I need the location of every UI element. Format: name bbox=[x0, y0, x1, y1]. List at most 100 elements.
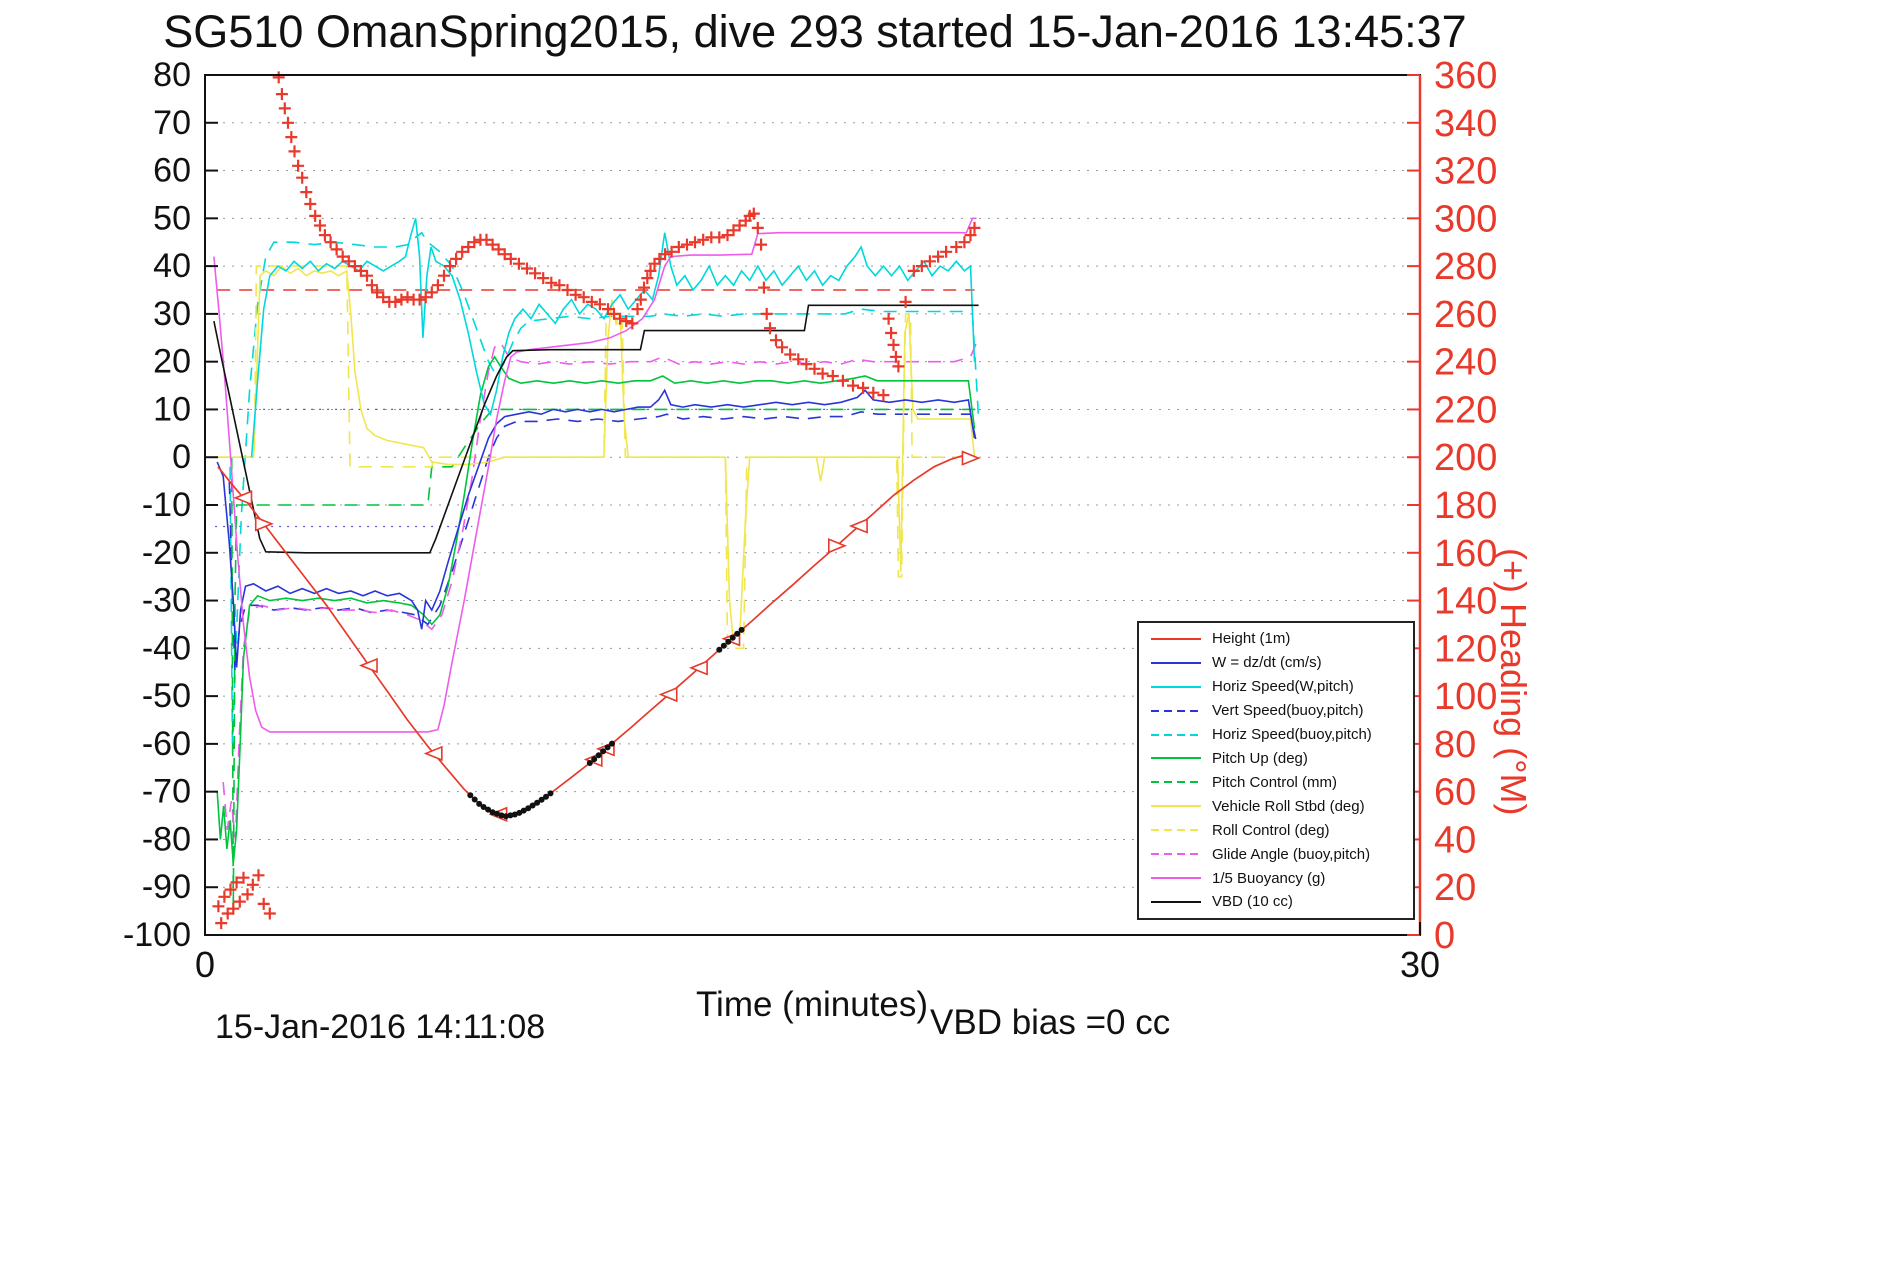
left-axis-tick-label: 60 bbox=[153, 152, 191, 190]
legend-item: Vert Speed(buoy,pitch) bbox=[1149, 700, 1413, 722]
left-axis-tick-label: 40 bbox=[153, 247, 191, 285]
height-dot-marker bbox=[604, 744, 611, 751]
height-dot-marker bbox=[516, 809, 523, 816]
legend-label: 1/5 Buoyancy (g) bbox=[1212, 869, 1326, 887]
height-dot-marker bbox=[534, 799, 541, 806]
height-dot-marker bbox=[471, 796, 478, 803]
series-glide-angle bbox=[222, 341, 978, 840]
series-horiz-speed bbox=[250, 218, 976, 458]
series-pitch-control bbox=[230, 408, 977, 912]
legend-line-sample bbox=[1151, 900, 1201, 903]
legend-line-sample bbox=[1151, 877, 1201, 880]
legend-label: Height (1m) bbox=[1212, 630, 1291, 648]
left-axis-tick-label: 10 bbox=[153, 390, 191, 428]
left-axis-tick-label: -40 bbox=[142, 629, 191, 667]
right-axis-tick-label: 360 bbox=[1434, 55, 1497, 97]
height-dot-marker bbox=[738, 626, 745, 633]
legend-line-sample bbox=[1151, 733, 1201, 736]
legend-label: Roll Control (deg) bbox=[1212, 821, 1330, 839]
left-axis-tick-label: -90 bbox=[142, 868, 191, 906]
height-dot-marker bbox=[595, 752, 602, 759]
right-axis-tick-label: 320 bbox=[1434, 151, 1497, 193]
legend-item: Glide Angle (buoy,pitch) bbox=[1149, 843, 1413, 865]
legend-item: Roll Control (deg) bbox=[1149, 819, 1413, 841]
height-triangle-marker bbox=[254, 516, 274, 532]
height-triangle-marker bbox=[961, 450, 981, 466]
right-axis-tick-label: 100 bbox=[1434, 676, 1497, 718]
left-axis-tick-label: -20 bbox=[142, 534, 191, 572]
legend-line-sample bbox=[1151, 757, 1201, 760]
legend-item: Pitch Up (deg) bbox=[1149, 747, 1413, 769]
series-buoyancy bbox=[213, 217, 977, 733]
legend-line-sample bbox=[1151, 709, 1201, 712]
x-axis-tick-label: 30 bbox=[1400, 944, 1440, 985]
legend-label: Horiz Speed(W,pitch) bbox=[1212, 678, 1354, 696]
legend-line-sample bbox=[1151, 685, 1201, 688]
legend-line-sample bbox=[1151, 661, 1201, 664]
left-axis-tick-label: -80 bbox=[142, 820, 191, 858]
series-horiz-speed-buoy bbox=[229, 231, 980, 754]
series-heading bbox=[212, 71, 981, 930]
height-dot-marker bbox=[716, 646, 723, 653]
height-dot-marker bbox=[725, 638, 732, 645]
x-axis-tick-label: 0 bbox=[195, 944, 215, 985]
height-dot-marker bbox=[467, 792, 474, 799]
left-axis-tick-label: 30 bbox=[153, 295, 191, 333]
right-axis-tick-label: 300 bbox=[1434, 198, 1497, 240]
legend: Height (1m) W = dz/dt (cm/s) Horiz Speed(W… bbox=[1137, 621, 1415, 920]
left-axis-tick-label: -30 bbox=[142, 582, 191, 620]
right-axis-tick-label: 200 bbox=[1434, 437, 1497, 479]
right-axis-tick-label: 140 bbox=[1434, 581, 1497, 623]
height-triangle-marker bbox=[358, 657, 378, 674]
legend-item: Horiz Speed(W,pitch) bbox=[1149, 676, 1413, 698]
legend-item: 1/5 Buoyancy (g) bbox=[1149, 867, 1413, 889]
right-axis-tick-label: 40 bbox=[1434, 819, 1476, 861]
legend-item: VBD (10 cc) bbox=[1149, 891, 1413, 913]
height-dot-marker bbox=[591, 756, 598, 763]
right-axis-tick-label: 120 bbox=[1434, 628, 1497, 670]
height-dot-marker bbox=[485, 806, 492, 813]
legend-label: Glide Angle (buoy,pitch) bbox=[1212, 845, 1371, 863]
right-axis-tick-label: 80 bbox=[1434, 724, 1476, 766]
right-axis-tick-label: 60 bbox=[1434, 772, 1476, 814]
height-dot-marker bbox=[729, 634, 736, 641]
left-axis-tick-label: 50 bbox=[153, 199, 191, 237]
right-axis-tick-label: 340 bbox=[1434, 103, 1497, 145]
legend-label: Vehicle Roll Stbd (deg) bbox=[1212, 797, 1365, 815]
right-axis-tick-label: 280 bbox=[1434, 246, 1497, 288]
left-axis-tick-label: -100 bbox=[123, 916, 191, 954]
height-triangle-marker bbox=[233, 490, 253, 506]
left-axis-tick-label: -10 bbox=[142, 486, 191, 524]
height-dot-marker bbox=[520, 807, 527, 814]
legend-label: Pitch Control (mm) bbox=[1212, 773, 1338, 791]
height-dot-marker bbox=[543, 793, 549, 800]
height-triangle-marker bbox=[827, 538, 847, 554]
left-axis-tick-label: 0 bbox=[172, 438, 191, 476]
left-axis-tick-label: -60 bbox=[142, 725, 191, 763]
left-axis-tick-label: 80 bbox=[153, 56, 191, 94]
series-vbd bbox=[213, 304, 979, 554]
legend-line-sample bbox=[1151, 781, 1201, 784]
legend-item: Height (1m) bbox=[1149, 628, 1413, 650]
legend-line-sample bbox=[1151, 853, 1201, 856]
x-axis-label: Time (minutes) bbox=[695, 985, 929, 1024]
height-dot-marker bbox=[525, 805, 532, 812]
right-axis-tick-label: 240 bbox=[1434, 342, 1497, 384]
height-dot-marker bbox=[494, 810, 500, 817]
dive-end-timestamp: 15-Jan-2016 14:11:08 bbox=[215, 1008, 546, 1046]
series-w bbox=[216, 388, 976, 668]
right-y-axis-label: (+) Heading (°M) bbox=[1493, 548, 1534, 816]
legend-item: Pitch Control (mm) bbox=[1149, 771, 1413, 793]
height-dot-marker bbox=[502, 813, 509, 820]
right-axis-tick-label: 160 bbox=[1434, 533, 1497, 575]
right-axis-tick-label: 260 bbox=[1434, 294, 1497, 336]
height-dot-marker bbox=[476, 800, 483, 807]
height-dot-marker bbox=[609, 740, 615, 747]
right-axis-tick-label: 180 bbox=[1434, 485, 1497, 527]
legend-item: W = dz/dt (cm/s) bbox=[1149, 652, 1413, 674]
height-triangle-marker bbox=[688, 660, 708, 676]
left-axis-tick-label: 70 bbox=[153, 104, 191, 142]
height-triangle-marker bbox=[848, 518, 868, 534]
legend-line-sample bbox=[1151, 829, 1201, 832]
